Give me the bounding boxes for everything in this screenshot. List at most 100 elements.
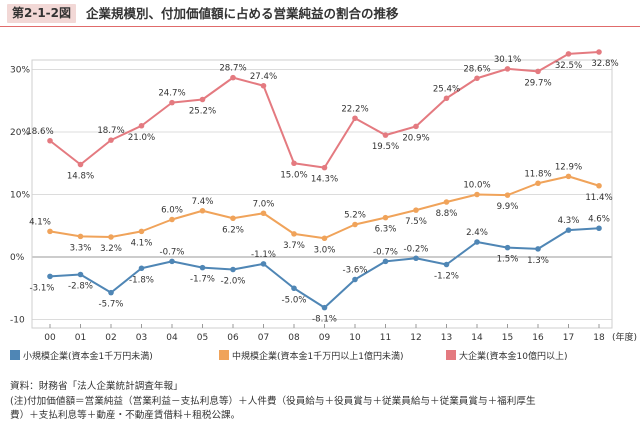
data-label-large: 24.7%: [158, 89, 185, 99]
x-tick-label: 14: [471, 333, 483, 343]
data-label-large: 14.8%: [67, 172, 94, 182]
data-point-medium: [108, 234, 114, 240]
data-point-small: [291, 285, 297, 292]
data-point-small: [504, 244, 511, 251]
x-tick-label: 11: [380, 333, 391, 343]
data-point-large: [504, 66, 511, 72]
data-label-medium: 3.7%: [283, 241, 305, 251]
data-point-medium: [413, 207, 419, 213]
data-point-medium: [260, 210, 267, 217]
data-label-large: 32.5%: [555, 61, 582, 71]
data-label-small: -5.7%: [99, 300, 124, 310]
data-label-large: 29.7%: [524, 78, 551, 88]
data-point-large: [382, 132, 389, 138]
data-label-medium: 11.8%: [524, 169, 551, 179]
data-point-medium: [230, 215, 236, 222]
footnote-line-2: 費）＋支払利息等＋動産・不動産賃借料＋租税公課。: [10, 410, 241, 421]
legend-swatch-medium: [219, 350, 229, 360]
data-label-small: -1.1%: [251, 250, 276, 260]
data-point-small: [596, 225, 602, 232]
legend-label-medium: 中規模企業(資本金1千万円以上1億円未満): [232, 352, 404, 362]
figure-number-badge: 第2-1-2図: [7, 4, 76, 23]
data-label-medium: 4.1%: [131, 238, 153, 248]
data-label-large: 21.0%: [128, 133, 155, 143]
data-label-large: 15.0%: [280, 170, 307, 180]
line-chart: 30% 20% 10% 0% -10 00 01 02 03 04 05 06 07 08 09 10 11 12…: [10, 49, 637, 343]
data-label-medium: 3.0%: [314, 245, 336, 255]
legend-item-medium: 中規模企業(資本金1千万円以上1億円未満): [219, 350, 403, 364]
data-point-small: [382, 258, 389, 265]
data-label-medium: 5.2%: [344, 211, 366, 221]
data-label-small: -1.8%: [129, 275, 154, 285]
data-label-large: 25.2%: [189, 107, 216, 117]
x-tick-label: 02: [105, 333, 116, 343]
data-point-small: [565, 227, 572, 233]
data-point-medium: [565, 173, 572, 180]
data-point-small: [413, 255, 419, 262]
data-label-large: 19.5%: [372, 142, 399, 152]
x-tick-label: 10: [349, 333, 361, 343]
data-point-medium: [504, 192, 511, 198]
legend-item-large: 大企業(資本金10億円以上): [446, 350, 567, 364]
data-label-large: 18.6%: [26, 127, 53, 137]
y-tick-label: 30%: [10, 66, 30, 76]
data-label-large: 22.2%: [341, 104, 368, 114]
data-point-small: [108, 289, 114, 296]
data-point-large: [535, 68, 541, 75]
data-label-small: -0.2%: [404, 244, 429, 254]
data-point-large: [77, 161, 84, 168]
footnote-line-1: (注)付加価値額＝営業純益（営業利益－支払利息等）＋人件費（役員給与＋役員賞与＋…: [10, 395, 536, 407]
header-rule: [0, 26, 640, 27]
data-point-large: [565, 51, 572, 57]
data-label-small: -1.2%: [434, 272, 459, 282]
data-point-medium: [352, 221, 358, 228]
data-point-large: [138, 122, 145, 129]
data-label-large: 25.4%: [433, 84, 460, 94]
data-label-small: 2.4%: [466, 228, 488, 238]
data-label-small: 4.3%: [558, 216, 580, 226]
data-point-small: [138, 265, 145, 272]
x-tick-label: 09: [319, 333, 331, 343]
data-point-medium: [77, 233, 84, 240]
data-point-medium: [382, 214, 389, 221]
x-tick-label: 12: [410, 333, 421, 343]
x-axis-unit: (年度): [612, 331, 637, 343]
data-point-large: [596, 49, 602, 55]
y-tick-label: 10%: [10, 191, 30, 201]
data-point-medium: [138, 228, 145, 235]
data-point-small: [535, 246, 541, 252]
x-tick-label: 00: [44, 333, 56, 343]
data-point-medium: [291, 231, 297, 237]
data-label-small: -5.0%: [282, 295, 307, 305]
data-point-small: [321, 304, 328, 311]
data-label-medium: 7.4%: [192, 197, 214, 207]
data-label-small: 4.6%: [588, 214, 610, 224]
data-label-medium: 11.4%: [585, 193, 612, 203]
data-point-large: [230, 74, 236, 81]
data-point-large: [413, 123, 419, 130]
notes: 資料：財務省「法人企業統計調査年報」 (注)付加価値額＝営業純益（営業利益－支払…: [10, 380, 635, 424]
data-point-large: [352, 115, 358, 122]
data-label-small: -8.1%: [312, 315, 337, 325]
data-point-large: [260, 82, 267, 89]
data-point-large: [443, 95, 450, 102]
data-label-medium: 12.9%: [555, 162, 582, 172]
data-point-large: [108, 137, 114, 143]
legend-item-small: 小規模企業(資本金1千万円未満): [10, 350, 153, 364]
x-tick-label: 18: [593, 333, 605, 343]
x-tick-label: 07: [258, 333, 269, 343]
data-point-small: [260, 261, 267, 267]
data-point-medium: [596, 182, 602, 189]
data-label-small: 1.5%: [497, 255, 519, 265]
x-tick-label: 15: [502, 333, 513, 343]
data-label-large: 28.7%: [219, 64, 246, 74]
data-point-small: [199, 264, 206, 271]
data-label-small: -1.7%: [190, 275, 215, 285]
data-label-medium: 3.3%: [70, 243, 92, 253]
y-tick-label: 20%: [10, 128, 30, 138]
x-tick-label: 17: [563, 333, 574, 343]
data-point-small: [443, 261, 450, 268]
data-point-small: [77, 271, 84, 278]
plot-frame: [31, 59, 613, 329]
series-lines: [47, 49, 602, 311]
